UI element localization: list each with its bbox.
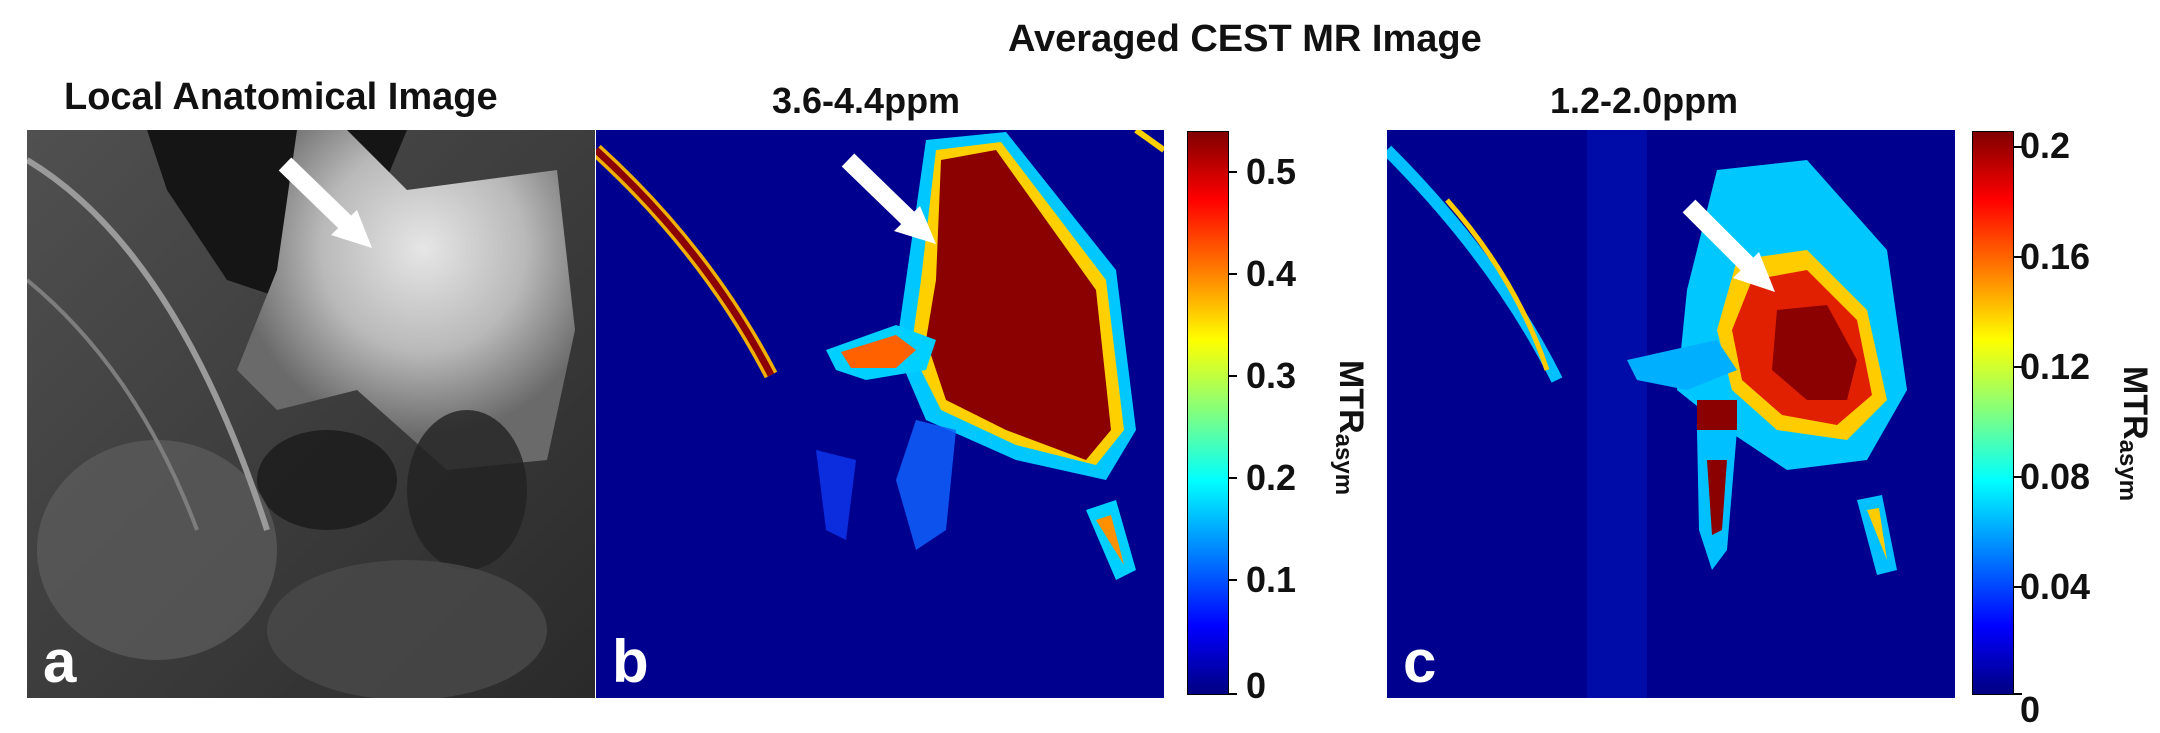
colorbar-c-tick: 0.04 [2020,566,2091,607]
cest-figure-title: Averaged CEST MR Image [1008,18,1482,60]
panel-c-letter: c [1403,628,1437,695]
colorbar-b-tick: 0.2 [1246,457,1297,498]
panel-c-cest-map: c [1387,130,1955,698]
panel-a-title: Local Anatomical Image [64,76,498,118]
colorbar-b-tick: 0.1 [1246,559,1297,600]
colorbar-c-tick: 0.12 [2020,346,2091,387]
colorbar-c-tickmark [2014,476,2022,478]
colorbar-b-tickmark [1229,477,1237,479]
colorbar-b-tick: 0.4 [1246,253,1297,294]
panel-c-title: 1.2-2.0ppm [1550,80,1739,121]
colorbar-c-tickmark [2014,586,2022,588]
colorbar-c-tickmark [2014,366,2022,368]
anatomical-image-graphic [27,130,595,698]
colorbar-c-tickmark [2014,256,2022,258]
colorbar-c-tick: 0.08 [2020,456,2091,497]
colorbar-b-tickmark [1229,375,1237,377]
colorbar-b-tick: 0 [1246,665,1267,706]
colorbar-c-tickmark [2014,146,2022,148]
colorbar-c [1972,131,2014,695]
colorbar-b-tickmark [1229,273,1237,275]
colorbar-b-label: MTRasym [1330,360,1370,496]
panel-a-letter: a [43,628,77,695]
colorbar-b-tick: 0.3 [1246,355,1297,396]
panel-b-letter: b [612,628,649,695]
cest-map-b-graphic [596,130,1164,580]
colorbar-c-tickmark [2014,693,2022,695]
cest-map-c-graphic [1387,130,1907,698]
colorbar-b [1187,131,1229,695]
colorbar-c-tick: 0.16 [2020,236,2091,277]
panel-b-cest-map: b [596,130,1164,698]
colorbar-b-tickmark [1229,171,1237,173]
colorbar-b-tickmark [1229,579,1237,581]
colorbar-c-label: MTRasym [2114,366,2154,502]
panel-a-anatomical-image: a [27,130,595,698]
colorbar-b-tickmark [1229,693,1237,695]
colorbar-b-tick: 0.5 [1246,151,1297,192]
colorbar-c-tick: 0.2 [2020,125,2071,166]
colorbar-c-tick: 0 [2020,689,2041,730]
panel-b-title: 3.6-4.4ppm [772,80,961,121]
